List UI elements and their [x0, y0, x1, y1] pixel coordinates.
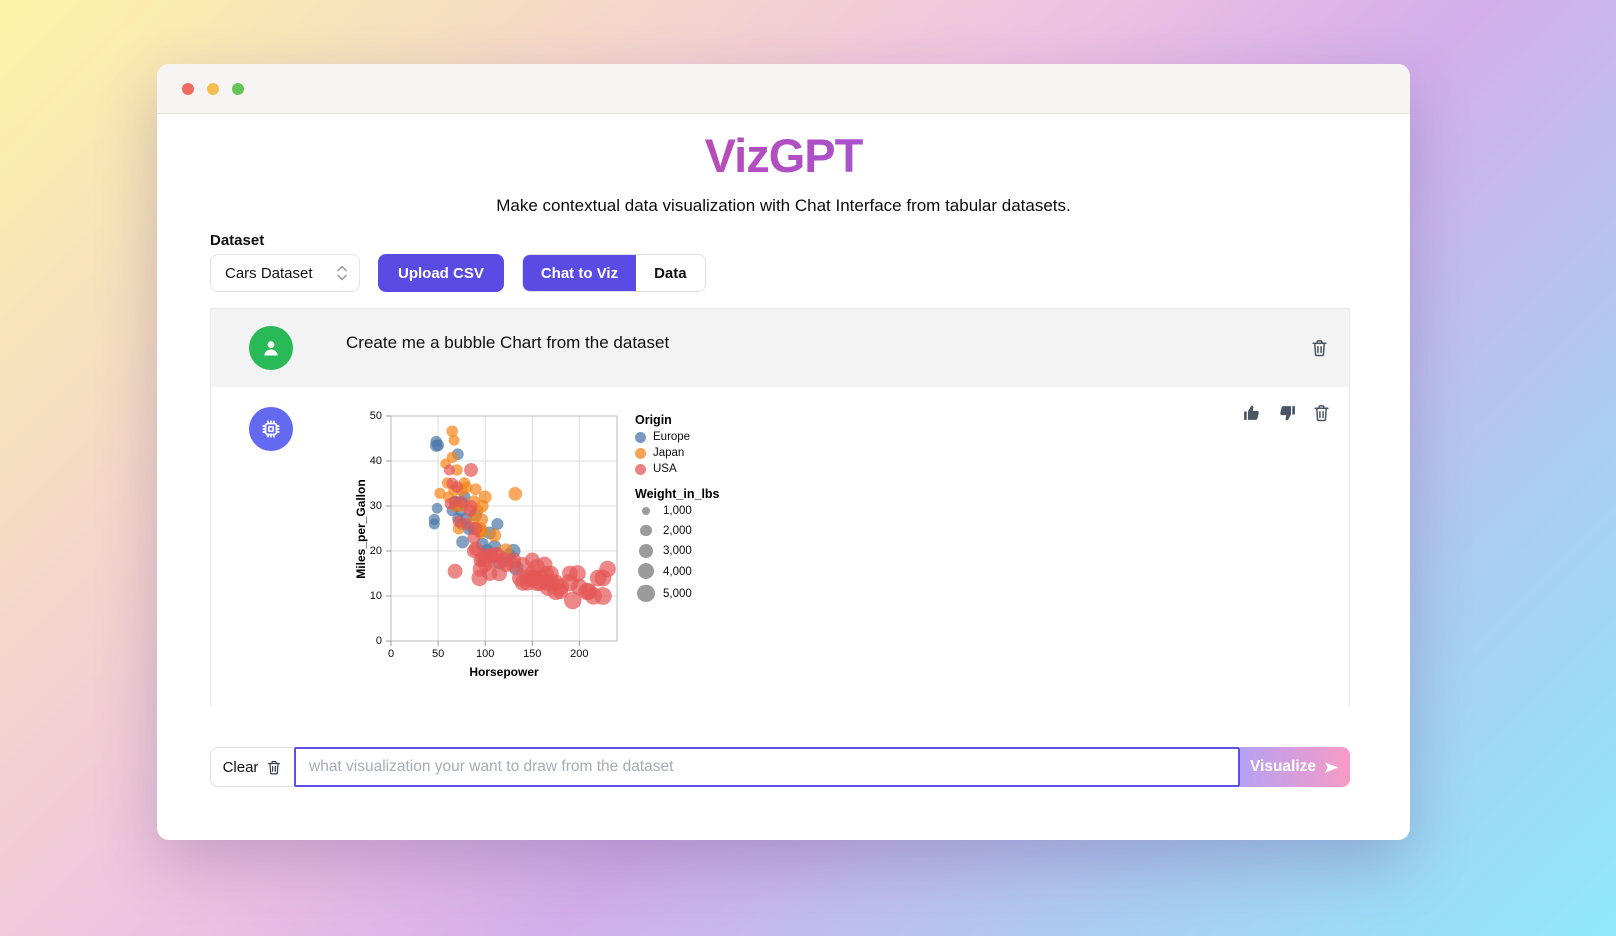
- thumbs-down-icon: [1280, 406, 1295, 421]
- axis-tick-label: 20: [369, 545, 382, 557]
- thumbs-up-icon: [1244, 405, 1259, 420]
- app-window: VizGPT Make contextual data visualizatio…: [157, 64, 1410, 840]
- legend-label: Japan: [653, 447, 685, 459]
- legend-label: 3,000: [663, 545, 692, 557]
- chip-icon: [262, 420, 280, 438]
- thumbs-up-button[interactable]: [1242, 403, 1262, 423]
- trash-icon: [1314, 405, 1329, 422]
- axis-tick-label: 10: [369, 590, 382, 602]
- axis-tick-label: 0: [387, 648, 395, 660]
- dataset-select[interactable]: Cars Dataset: [210, 254, 360, 292]
- user-avatar: [249, 326, 293, 370]
- legend-label: 2,000: [663, 525, 692, 537]
- legend-label: 1,000: [663, 505, 692, 517]
- prompt-input[interactable]: [294, 747, 1240, 787]
- prompt-bar: Clear Visualize: [210, 747, 1350, 787]
- legend-size-swatch: [637, 584, 655, 603]
- size-legend-item: 2,000: [635, 521, 785, 541]
- size-legend-title: Weight_in_lbs: [635, 487, 720, 501]
- page-subtitle: Make contextual data visualization with …: [496, 196, 1071, 215]
- clear-button[interactable]: Clear: [210, 747, 294, 787]
- axis-tick-label: 50: [431, 648, 445, 660]
- color-legend-item[interactable]: Japan: [635, 447, 785, 459]
- trash-icon: [1312, 340, 1327, 357]
- visualize-button[interactable]: Visualize: [1240, 747, 1350, 787]
- thumbs-down-button[interactable]: [1277, 403, 1297, 423]
- legend-label: 4,000: [663, 565, 692, 578]
- axis-tick-label: 100: [475, 648, 495, 660]
- legend-size-swatch: [639, 543, 653, 558]
- size-legend-item: 5,000: [635, 582, 785, 605]
- size-legend-item: 4,000: [635, 561, 785, 582]
- zoom-window-button[interactable]: [232, 82, 244, 95]
- axis-tick-label: 150: [523, 648, 542, 660]
- legend-size-swatch: [640, 525, 652, 537]
- axis-tick-label: 50: [369, 410, 382, 422]
- tab-data[interactable]: Data: [636, 255, 705, 291]
- dataset-select-value: Cars Dataset: [225, 264, 313, 282]
- dataset-label: Dataset: [210, 232, 265, 249]
- minimize-window-button[interactable]: [207, 82, 219, 95]
- page-title: VizGPT: [157, 128, 1410, 183]
- bot-avatar: [249, 407, 293, 451]
- clear-button-label: Clear: [222, 758, 259, 776]
- legend-size-swatch: [641, 506, 651, 515]
- legend-color-swatch: [635, 431, 646, 443]
- view-tabs: Chat to Viz Data: [521, 254, 706, 292]
- axis-tick-label: 30: [369, 500, 382, 512]
- trash-icon: [268, 760, 281, 774]
- delete-bot-message-button[interactable]: [1312, 403, 1331, 423]
- send-icon: [1324, 761, 1339, 773]
- legend-label: Europe: [653, 431, 691, 443]
- axis-tick-label: 40: [369, 455, 382, 467]
- chat-panel: Create me a bubble Chart from the datase…: [210, 308, 1350, 706]
- x-axis-title: Horsepower: [469, 665, 539, 679]
- upload-csv-button[interactable]: Upload CSV: [378, 254, 504, 292]
- axis-tick-label: 200: [570, 648, 589, 660]
- bot-message-row: Miles_per_Gallon 0 10 20 30 40 50 0 50 100 150 200…: [211, 387, 1349, 706]
- chevron-updown-icon: [335, 264, 349, 282]
- legend-label: 5,000: [663, 587, 692, 600]
- color-legend-item[interactable]: USA: [635, 463, 785, 475]
- size-legend-item: 3,000: [635, 541, 785, 561]
- bubble-chart: Miles_per_Gallon 0 10 20 30 40 50 0 50 100 150 200…: [350, 409, 790, 694]
- person-icon: [264, 341, 278, 356]
- legend-color-swatch: [635, 463, 646, 475]
- color-legend-item[interactable]: Europe: [635, 431, 785, 443]
- chart-legend: Origin Europe Japan USA Weight_in_lbs 1,00…: [635, 413, 785, 605]
- user-message-row: Create me a bubble Chart from the datase…: [211, 309, 1349, 387]
- legend-color-swatch: [635, 447, 646, 459]
- color-legend-title: Origin: [635, 413, 672, 427]
- close-window-button[interactable]: [182, 82, 194, 95]
- legend-label: USA: [653, 463, 677, 475]
- visualize-button-label: Visualize: [1249, 758, 1317, 775]
- delete-user-message-button[interactable]: [1310, 338, 1329, 358]
- axis-tick-label: 0: [375, 635, 382, 647]
- legend-size-swatch: [637, 563, 655, 580]
- chart-plot-area: [386, 415, 618, 646]
- user-message-text: Create me a bubble Chart from the datase…: [346, 333, 670, 352]
- tab-chat-to-viz[interactable]: Chat to Viz: [522, 255, 637, 291]
- window-titlebar: [157, 64, 1410, 114]
- size-legend-item: 1,000: [635, 501, 785, 521]
